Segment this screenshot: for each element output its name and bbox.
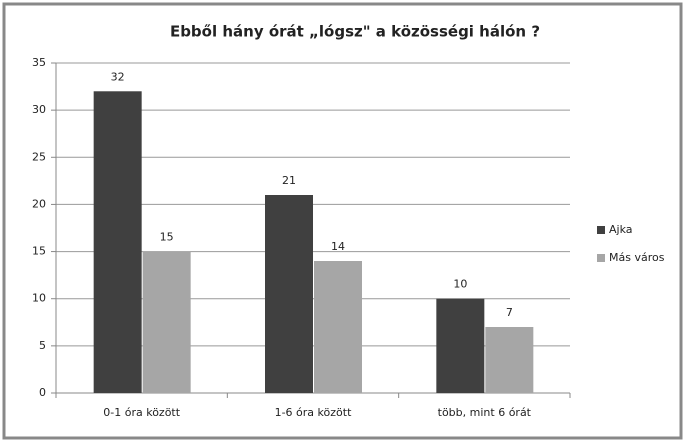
bar: [142, 251, 191, 393]
y-tick-label: 10: [32, 292, 46, 305]
bar: [93, 91, 142, 394]
y-tick-label: 20: [32, 197, 46, 210]
y-tick-label: 25: [32, 150, 46, 163]
chart-title: Ebből hány órát „lógsz" a közösségi háló…: [170, 23, 540, 41]
data-label: 32: [111, 70, 125, 83]
x-tick-label: 1-6 óra között: [275, 406, 352, 419]
data-label: 15: [160, 231, 174, 244]
bar: [265, 195, 313, 393]
bar: [485, 327, 534, 393]
y-tick-label: 35: [32, 56, 46, 69]
y-tick-label: 30: [32, 103, 46, 116]
legend-label: Ajka: [609, 223, 633, 236]
data-label: 14: [331, 240, 345, 253]
bar: [436, 298, 485, 393]
x-tick-label: 0-1 óra között: [103, 406, 180, 419]
data-label: 7: [506, 306, 513, 319]
legend-label: Más város: [609, 251, 665, 264]
legend-swatch: [597, 254, 605, 262]
y-tick-label: 5: [39, 339, 46, 352]
y-tick-label: 0: [39, 386, 46, 399]
x-tick-label: több, mint 6 órát: [438, 406, 532, 419]
data-label: 21: [282, 174, 296, 187]
y-tick-label: 15: [32, 245, 46, 258]
legend-swatch: [597, 226, 605, 234]
bar: [314, 261, 362, 393]
data-label: 10: [453, 278, 467, 291]
